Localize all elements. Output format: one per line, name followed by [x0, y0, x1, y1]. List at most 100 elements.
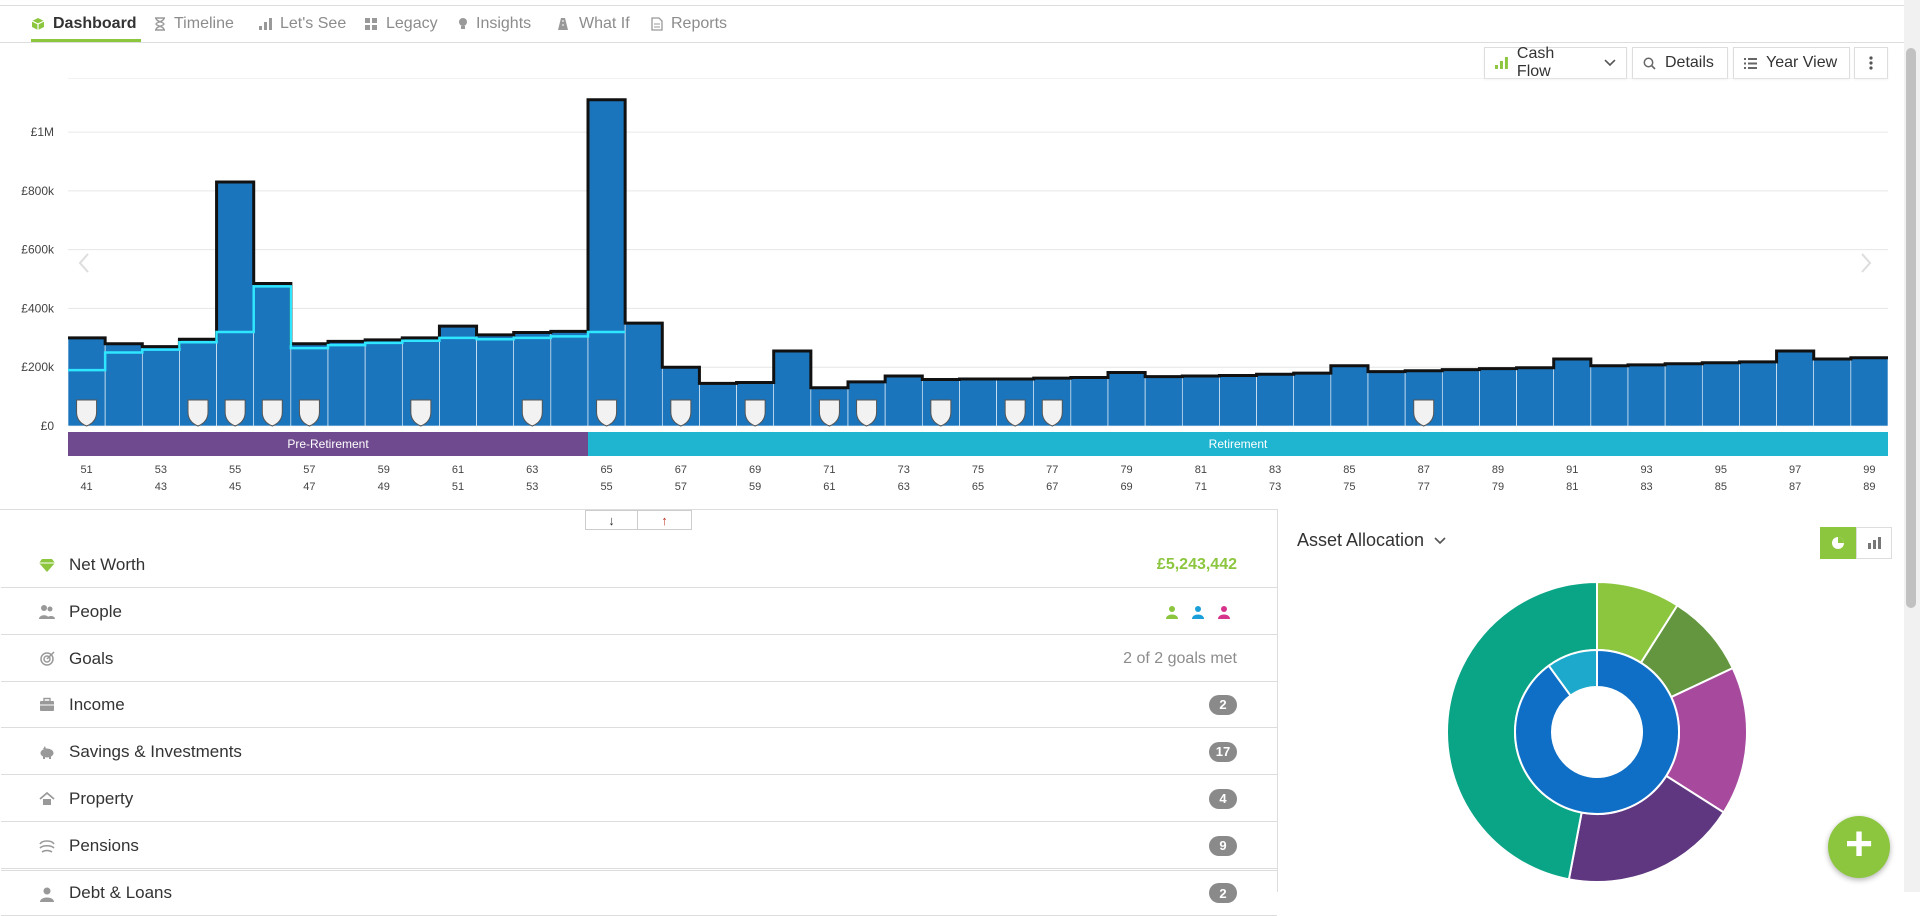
lightbulb-icon: [459, 17, 467, 29]
scrollbar-thumb[interactable]: [1906, 48, 1916, 608]
goal-shield-icon: [76, 399, 98, 427]
phase-band: [68, 432, 588, 456]
donut-inner-slice: [1547, 648, 1598, 697]
x-tick-label-secondary: 71: [1195, 481, 1207, 493]
row-goals[interactable]: Goals 2 of 2 goals met: [1, 636, 1277, 682]
count-badge: 2: [1209, 694, 1237, 715]
people-avatars: [1165, 605, 1231, 619]
more-vertical-icon: [1869, 56, 1873, 70]
bar: [1367, 371, 1406, 427]
goal-shield-icon: [856, 399, 878, 427]
year-view-label: Year View: [1766, 54, 1838, 71]
pie-chart-toggle[interactable]: [1820, 527, 1856, 559]
x-tick-label-secondary: 69: [1120, 481, 1132, 493]
goal-shield-icon: [818, 399, 840, 427]
x-tick-label: 69: [749, 464, 761, 476]
bar: [1441, 369, 1480, 427]
tab-label: What If: [579, 14, 630, 32]
x-tick-label: 91: [1566, 464, 1578, 476]
x-tick-label: 73: [898, 464, 910, 476]
row-property[interactable]: Property 4: [1, 776, 1277, 822]
tab-reports[interactable]: Reports: [651, 6, 727, 41]
bar: [364, 339, 403, 427]
x-tick-label: 65: [600, 464, 612, 476]
more-options-button[interactable]: [1854, 47, 1888, 79]
goal-shield-icon: [596, 399, 618, 427]
goal-shield-icon: [521, 399, 543, 427]
x-tick-label: 93: [1640, 464, 1652, 476]
tab-insights[interactable]: Insights: [458, 6, 531, 41]
x-tick-label-secondary: 51: [452, 481, 464, 493]
tab-dashboard[interactable]: Dashboard: [31, 6, 141, 42]
bar: [1256, 373, 1295, 427]
row-income[interactable]: Income 2: [1, 682, 1277, 728]
row-net-worth[interactable]: Net Worth £5,243,442: [1, 542, 1277, 588]
bar: [1627, 364, 1666, 427]
asset-allocation-dropdown[interactable]: Asset Allocation: [1297, 530, 1446, 551]
asset-allocation-donut: [1446, 580, 1748, 883]
details-label: Details: [1665, 54, 1714, 71]
bar: [327, 341, 366, 427]
count-badge: 2: [1209, 883, 1237, 903]
bar: [476, 334, 515, 427]
bar: [1070, 377, 1109, 427]
bar: [1479, 368, 1517, 427]
details-button[interactable]: Details: [1632, 47, 1728, 79]
add-button[interactable]: +: [1828, 816, 1890, 878]
tab-label: Reports: [671, 14, 728, 32]
net-worth-outline: [68, 98, 1888, 390]
cash-flow-label: Cash Flow: [1516, 45, 1555, 80]
tab-timeline[interactable]: Timeline: [154, 6, 234, 41]
cash-flow-dropdown[interactable]: Cash Flow: [1484, 45, 1627, 80]
x-tick-label-secondary: 89: [1863, 481, 1875, 493]
row-debt-loans[interactable]: Debt & Loans 2: [1, 870, 1277, 916]
row-savings-investments[interactable]: Savings & Investments 17: [1, 729, 1277, 775]
bar: [1850, 357, 1889, 427]
document-icon: [651, 16, 663, 31]
x-tick-label: 75: [972, 464, 984, 476]
tab-lets-see[interactable]: Let's See: [258, 6, 346, 41]
tab-label: Insights: [476, 14, 532, 32]
x-tick-label: 51: [80, 464, 92, 476]
goal-shield-icon: [1413, 399, 1435, 427]
x-tick-label: 81: [1195, 464, 1207, 476]
tab-legacy[interactable]: Legacy: [364, 6, 438, 41]
list-icon: [1744, 57, 1757, 69]
row-pensions[interactable]: Pensions 9: [1, 823, 1277, 869]
x-tick-label-secondary: 45: [229, 481, 241, 493]
x-tick-label: 89: [1492, 464, 1504, 476]
person-icon: [1166, 605, 1178, 619]
main-tabs: Dashboard Timeline Let's See Legacy Insi…: [0, 5, 1920, 43]
chart-prev-icon: [78, 253, 89, 273]
row-people[interactable]: People: [1, 589, 1277, 635]
x-tick-label: 77: [1046, 464, 1058, 476]
row-label: Goals: [69, 648, 114, 668]
bar: [1776, 350, 1815, 427]
goals-status: 2 of 2 goals met: [1123, 649, 1237, 667]
x-tick-label: 85: [1343, 464, 1355, 476]
x-tick-label-secondary: 67: [1046, 481, 1058, 493]
briefcase-icon: [40, 697, 54, 711]
year-view-button[interactable]: Year View: [1733, 47, 1850, 79]
tab-label: Let's See: [280, 14, 347, 32]
target-icon: [40, 651, 55, 666]
goal-shield-icon: [261, 399, 283, 427]
x-tick-label-secondary: 85: [1715, 481, 1727, 493]
tab-what-if[interactable]: What If: [555, 6, 630, 41]
y-tick-label: £1M: [31, 125, 54, 139]
x-tick-label-secondary: 47: [303, 481, 315, 493]
blocks-icon: [365, 17, 377, 30]
expand-up-button[interactable]: ↑: [637, 510, 692, 530]
x-tick-label-secondary: 63: [898, 481, 910, 493]
goal-shield-icon: [224, 399, 246, 427]
x-tick-label-secondary: 65: [972, 481, 984, 493]
x-tick-label: 95: [1715, 464, 1727, 476]
bar-chart-toggle[interactable]: [1856, 527, 1892, 559]
bar: [587, 99, 626, 427]
x-tick-label: 63: [526, 464, 538, 476]
road-icon: [558, 17, 568, 30]
x-tick-label-secondary: 81: [1566, 481, 1578, 493]
bar: [1181, 375, 1220, 427]
x-tick-label: 99: [1863, 464, 1875, 476]
x-tick-label-secondary: 53: [526, 481, 538, 493]
